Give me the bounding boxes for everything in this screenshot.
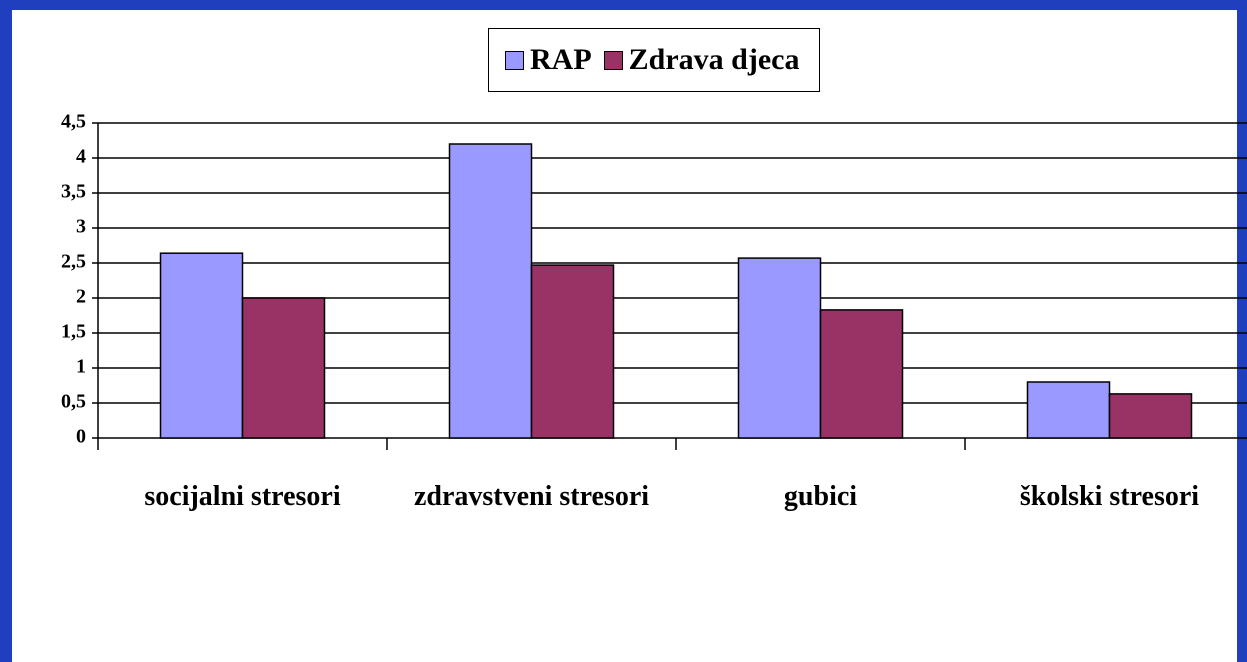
- legend-entry: Zdrava djeca: [600, 43, 800, 77]
- y-tick-label: 3: [76, 216, 86, 238]
- x-tick-label: gubici: [783, 481, 858, 512]
- bar: [448, 143, 533, 439]
- y-tick-label: 1: [76, 356, 86, 378]
- legend-entry: RAP: [501, 43, 592, 77]
- legend-swatch: [505, 50, 524, 70]
- y-tick-label: 4,5: [61, 111, 86, 133]
- legend-swatch: [603, 50, 623, 70]
- bar: [530, 264, 615, 439]
- legend-label: RAP: [530, 43, 592, 76]
- y-tick-label: 3,5: [61, 181, 86, 203]
- bar: [159, 252, 244, 439]
- bar: [1026, 381, 1111, 439]
- legend-label: Zdrava djeca: [628, 43, 800, 76]
- bar: [819, 309, 904, 439]
- x-tick-label: zdravstveni stresori: [413, 481, 650, 512]
- bar: [1108, 393, 1193, 439]
- y-tick-label: 0,5: [61, 391, 86, 413]
- bar: [241, 297, 326, 439]
- y-tick-label: 4: [76, 146, 86, 168]
- x-tick-label: školski stresori: [1019, 481, 1200, 512]
- legend: RAP Zdrava djeca: [488, 28, 821, 92]
- y-tick-label: 1,5: [61, 321, 86, 343]
- y-tick-label: 2: [76, 286, 86, 308]
- y-tick-label: 0: [76, 426, 86, 448]
- y-tick-label: 2,5: [61, 251, 86, 273]
- x-tick-label: socijalni stresori: [144, 481, 341, 512]
- bar: [737, 257, 822, 439]
